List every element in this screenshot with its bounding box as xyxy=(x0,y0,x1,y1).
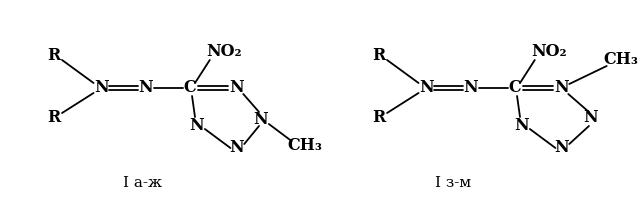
Text: NO₂: NO₂ xyxy=(207,44,243,60)
Text: I з-м: I з-м xyxy=(435,176,471,190)
Text: CH₃: CH₃ xyxy=(603,52,638,68)
Text: C: C xyxy=(509,79,522,97)
Text: N: N xyxy=(253,111,268,129)
Text: R: R xyxy=(372,47,386,63)
Text: N: N xyxy=(463,79,478,97)
Text: N: N xyxy=(189,116,204,134)
Text: I а-ж: I а-ж xyxy=(124,176,163,190)
Text: N: N xyxy=(554,79,569,97)
Text: N: N xyxy=(94,79,109,97)
Text: CH₃: CH₃ xyxy=(288,137,323,153)
Text: R: R xyxy=(47,109,61,127)
Text: R: R xyxy=(372,109,386,127)
Text: N: N xyxy=(419,79,434,97)
Text: N: N xyxy=(229,139,244,156)
Text: N: N xyxy=(229,79,244,97)
Text: C: C xyxy=(184,79,196,97)
Text: N: N xyxy=(584,109,598,127)
Text: N: N xyxy=(138,79,153,97)
Text: N: N xyxy=(554,139,569,156)
Text: R: R xyxy=(47,47,61,63)
Text: NO₂: NO₂ xyxy=(532,44,568,60)
Text: N: N xyxy=(515,116,529,134)
